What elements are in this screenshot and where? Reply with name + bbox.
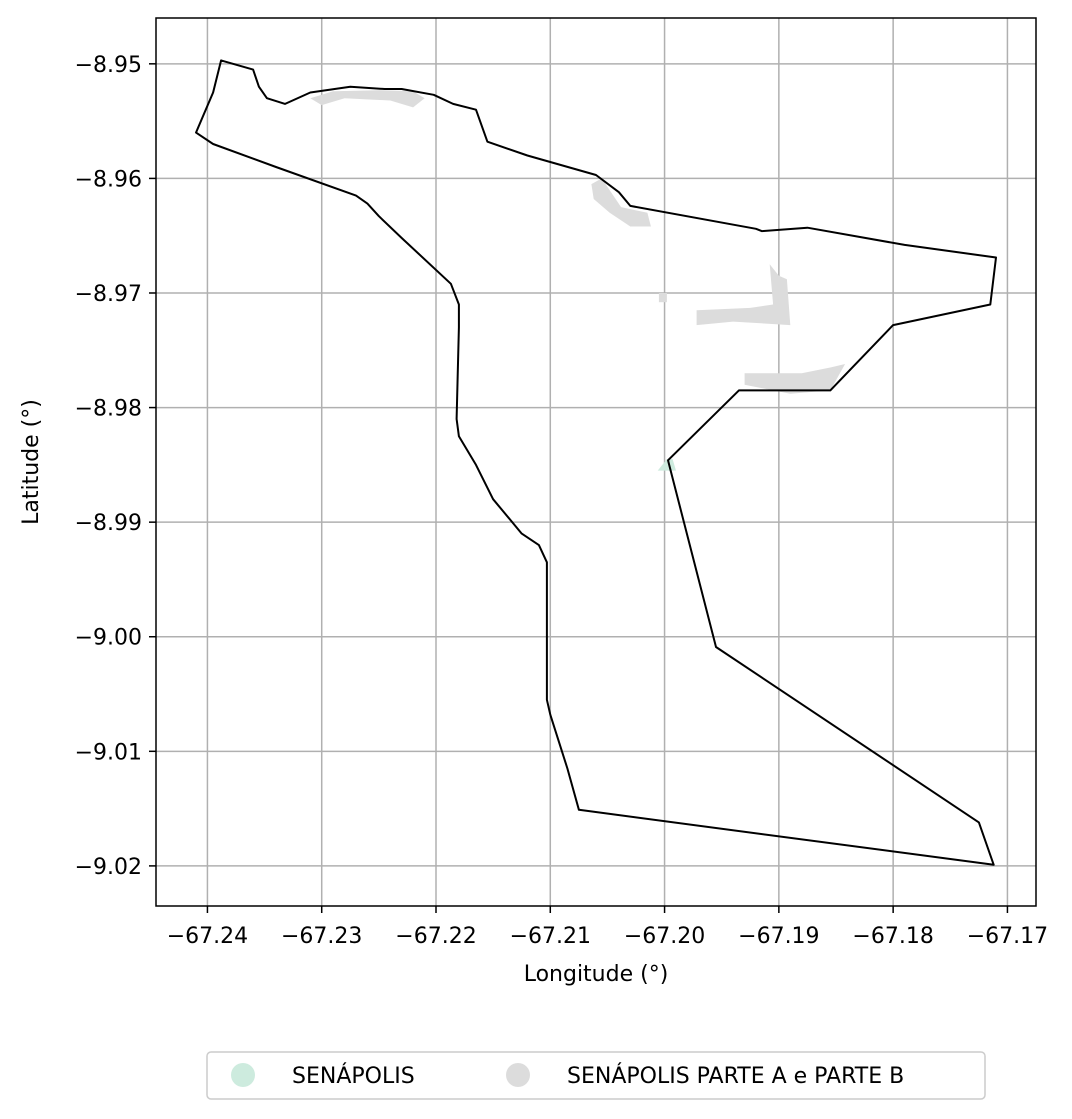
senapolis-parte-a-b-area	[696, 264, 791, 326]
y-tick-label: −8.97	[75, 282, 142, 307]
x-tick-label: −67.18	[852, 924, 933, 949]
legend-marker-senapolis	[231, 1063, 255, 1087]
legend-entry-senapolis: SENÁPOLIS	[292, 1063, 415, 1089]
legend-entry-senapolis-parte-a-e-parte-b: SENÁPOLIS PARTE A e PARTE B	[567, 1063, 904, 1089]
y-tick-label: −8.99	[75, 511, 142, 536]
axis-ticks: −67.24 −67.23 −67.22 −67.21 −67.20 −67.19 −67.…	[75, 53, 1049, 949]
map-shapes	[310, 90, 846, 471]
senapolis-area	[657, 459, 676, 471]
plot-frame	[155, 17, 1037, 907]
senapolis-parte-a-b-area	[310, 90, 425, 108]
municipality-boundary-layer	[195, 59, 997, 866]
grid	[156, 18, 1036, 906]
y-tick-label: −8.98	[75, 397, 142, 422]
y-tick-label: −9.02	[75, 855, 142, 880]
senapolis-parte-a-b-area	[744, 364, 846, 394]
senapolis-parte-a-b-area	[658, 293, 667, 303]
senapolis-parte-a-b-area	[591, 178, 651, 227]
municipality-boundary	[195, 59, 997, 866]
y-tick-label: −9.00	[75, 626, 142, 651]
y-axis-label: Latitude (°)	[19, 399, 44, 525]
x-tick-label: −67.24	[167, 924, 248, 949]
x-axis-label: Longitude (°)	[524, 962, 669, 987]
x-tick-label: −67.17	[967, 924, 1048, 949]
x-tick-label: −67.19	[738, 924, 819, 949]
legend: SENÁPOLIS SENÁPOLIS PARTE A e PARTE B	[206, 1051, 986, 1100]
legend-marker-senapolis-parte-a-e-parte-b	[506, 1063, 530, 1087]
x-tick-label: −67.20	[624, 924, 705, 949]
y-tick-label: −9.01	[75, 740, 142, 765]
y-tick-label: −8.96	[75, 167, 142, 192]
x-tick-label: −67.23	[281, 924, 362, 949]
x-tick-label: −67.22	[395, 924, 476, 949]
y-tick-label: −8.95	[75, 53, 142, 78]
legend-box	[206, 1051, 986, 1100]
x-tick-label: −67.21	[510, 924, 591, 949]
